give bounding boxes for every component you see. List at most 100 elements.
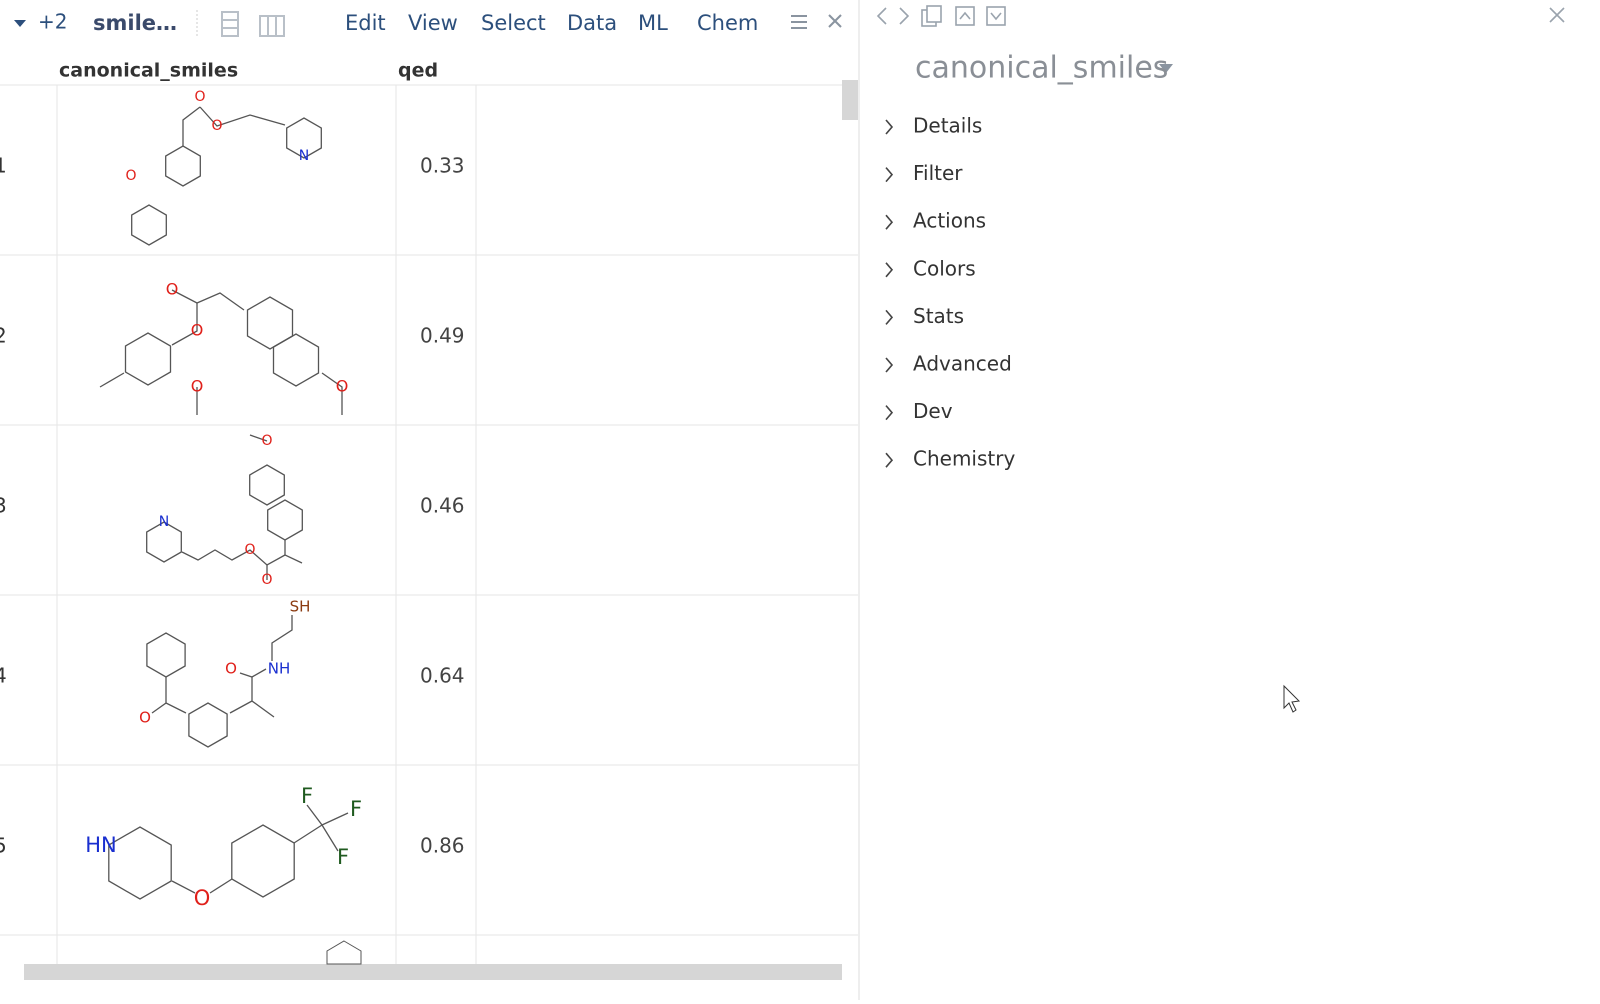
atom-label: SH <box>290 598 311 616</box>
atom-label: F <box>337 845 349 869</box>
section-header[interactable]: Details <box>913 114 982 138</box>
bond <box>182 106 201 146</box>
menu-item[interactable]: Chem <box>697 11 758 35</box>
bond <box>171 303 198 346</box>
atom-label: O <box>166 280 179 299</box>
ring <box>272 333 320 387</box>
chevron[interactable] <box>885 452 894 468</box>
bond <box>181 549 286 566</box>
atom-label: O <box>125 168 136 184</box>
menu-item[interactable]: Edit <box>345 11 386 35</box>
view-title[interactable]: smile… <box>93 11 177 35</box>
bond <box>165 702 187 714</box>
molecule-fragment <box>326 940 362 965</box>
qed-value[interactable]: 0.49 <box>420 324 465 348</box>
atom-label: F <box>350 797 362 821</box>
chevron[interactable] <box>885 309 894 325</box>
bond <box>171 880 196 894</box>
atom-label: O <box>191 377 204 396</box>
badge[interactable]: +2 <box>38 10 67 34</box>
mouse-cursor <box>1283 684 1301 713</box>
atom-label: O <box>194 886 211 910</box>
bond <box>321 372 343 415</box>
qed-value[interactable]: 0.64 <box>420 664 465 688</box>
bond <box>229 700 253 714</box>
ring <box>267 499 303 541</box>
chevron[interactable] <box>885 357 894 373</box>
bond <box>151 677 167 714</box>
qed-value[interactable]: 0.33 <box>420 154 465 178</box>
bond <box>239 668 267 678</box>
bond <box>99 372 125 388</box>
bond <box>209 878 233 894</box>
section-header[interactable]: Advanced <box>913 352 1012 376</box>
bond <box>251 677 275 718</box>
menu-item[interactable]: ML <box>638 11 668 35</box>
atom-label: HN <box>85 833 117 857</box>
ring <box>249 464 285 506</box>
chevron[interactable] <box>885 262 894 278</box>
panel-title[interactable]: canonical_smiles <box>915 51 1168 86</box>
vertical-scrollbar[interactable] <box>842 80 858 120</box>
atom-label: O <box>194 89 205 105</box>
bond <box>293 804 323 844</box>
qed-value[interactable]: 0.46 <box>420 494 465 518</box>
forward-icon[interactable] <box>899 7 910 25</box>
ring <box>231 824 295 898</box>
section-header[interactable]: Dev <box>913 399 953 423</box>
atom-label: N <box>159 514 169 530</box>
ring <box>131 204 167 246</box>
expand-icon[interactable] <box>986 6 1006 26</box>
column-header[interactable]: qed <box>398 60 438 82</box>
column-header[interactable]: canonical_smiles <box>59 60 238 82</box>
section-header[interactable]: Stats <box>913 304 964 328</box>
bond <box>249 434 268 442</box>
close-icon[interactable] <box>828 14 842 28</box>
horizontal-scrollbar[interactable] <box>24 964 842 980</box>
title-dropdown[interactable] <box>1159 64 1173 73</box>
atom-label: NH <box>268 660 291 678</box>
collapse-icon[interactable] <box>955 6 975 26</box>
dropdown-arrow[interactable] <box>14 20 26 27</box>
back-icon[interactable] <box>876 7 887 25</box>
qed-value[interactable]: 0.86 <box>420 834 465 858</box>
hamburger-icon[interactable] <box>791 15 807 29</box>
ring <box>246 296 294 350</box>
menu-item[interactable]: Select <box>481 11 546 35</box>
section-header[interactable]: Colors <box>913 256 976 280</box>
panel-close[interactable] <box>1549 7 1565 23</box>
section-header[interactable]: Chemistry <box>913 447 1015 471</box>
bond <box>321 812 349 826</box>
chevron[interactable] <box>885 405 894 421</box>
ring <box>188 702 228 748</box>
atom-label: N <box>299 148 309 164</box>
menu-item[interactable]: Data <box>567 11 617 35</box>
row-index: 1 <box>0 154 7 178</box>
atom-label: O <box>225 660 237 678</box>
ring <box>124 332 172 386</box>
panel-toolbar <box>876 5 1565 27</box>
row-index: 4 <box>0 664 7 688</box>
ring <box>146 632 186 678</box>
chevron[interactable] <box>885 214 894 230</box>
chevron[interactable] <box>885 119 894 135</box>
ring <box>165 145 201 187</box>
bond <box>171 289 245 311</box>
bond <box>271 615 293 661</box>
ring <box>108 826 172 900</box>
atom-label: O <box>336 377 349 396</box>
ring <box>146 521 182 563</box>
row-index: 5 <box>0 834 7 858</box>
atom-label: O <box>261 433 272 449</box>
section-header[interactable]: Filter <box>913 161 963 185</box>
chevron[interactable] <box>885 167 894 183</box>
row-index: 2 <box>0 324 7 348</box>
bond <box>321 824 339 852</box>
row-index: 3 <box>0 494 7 518</box>
rows-icon[interactable] <box>221 11 239 37</box>
atom-label: O <box>244 542 255 558</box>
menu-item[interactable]: View <box>408 11 458 35</box>
section-header[interactable]: Actions <box>913 209 986 233</box>
columns-icon[interactable] <box>259 15 285 37</box>
